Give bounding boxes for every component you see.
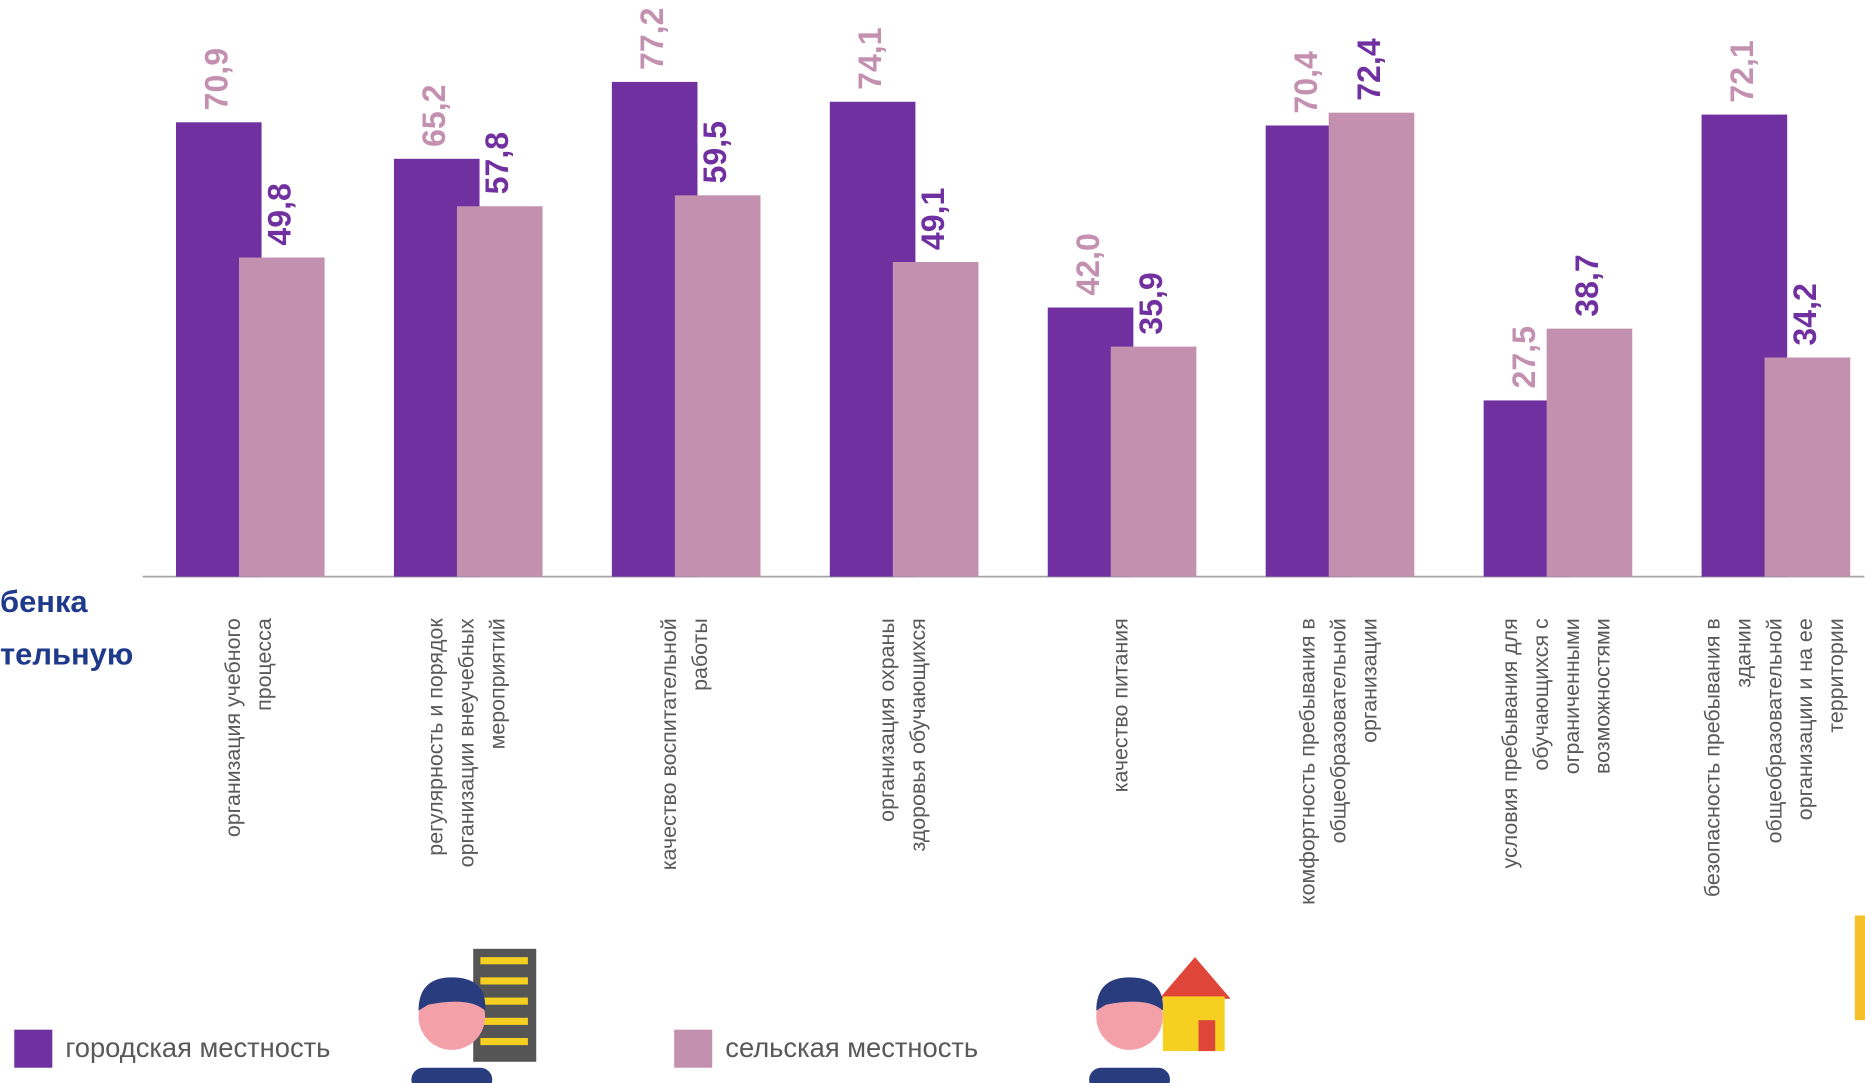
x-tick-label-line: обучающихся с bbox=[1529, 618, 1553, 771]
x-tick-label-line: комфортность пребывания в bbox=[1295, 618, 1319, 905]
value-label: 65,2 bbox=[416, 84, 452, 146]
value-label: 72,1 bbox=[1724, 40, 1760, 102]
legend-label: сельская местность bbox=[725, 1032, 978, 1063]
x-tick-label: качество воспитательной работы bbox=[657, 618, 712, 870]
value-label: 49,1 bbox=[915, 188, 951, 250]
x-tick-label-line: условия пребывания для bbox=[1498, 618, 1522, 868]
x-tick-label: организация охраны здоровья обучающихся bbox=[875, 618, 930, 851]
village-icon bbox=[1089, 957, 1230, 1083]
value-label: 74,1 bbox=[852, 27, 888, 89]
x-tick-label-line: регулярность и порядок bbox=[423, 618, 447, 856]
legend-swatch bbox=[14, 1030, 52, 1068]
x-tick-label-line: организации и на ее bbox=[1793, 618, 1817, 820]
x-tick-label-line: качество питания bbox=[1108, 618, 1132, 792]
accent-bar bbox=[1855, 916, 1865, 1021]
x-tick-label: безопасность пребывания в здании общеобраз… bbox=[1700, 618, 1848, 897]
value-label: 70,9 bbox=[198, 48, 234, 110]
x-tick-label-line: организации внеучебных bbox=[454, 618, 478, 867]
x-tick-label-line: организация охраны bbox=[875, 618, 899, 822]
bar bbox=[1765, 357, 1851, 576]
x-tick-label-line: ограниченными bbox=[1559, 618, 1583, 774]
x-tick-label-line: работы bbox=[688, 618, 712, 691]
value-label: 49,8 bbox=[261, 183, 297, 245]
x-tick-label-line: процесса bbox=[252, 618, 276, 711]
bar bbox=[1111, 347, 1197, 577]
bar bbox=[675, 195, 761, 576]
value-label: 34,2 bbox=[1787, 283, 1823, 345]
x-tick-label: регулярность и порядок организации внеуче… bbox=[423, 618, 509, 868]
value-label: 35,9 bbox=[1133, 272, 1169, 334]
x-tick-label-line: организация учебного bbox=[221, 618, 245, 837]
chart: бенка тельную 70,9 49,8 организация учебно… bbox=[0, 0, 1865, 1083]
x-tick-label-line: качество воспитательной bbox=[657, 618, 681, 870]
value-label: 59,5 bbox=[697, 121, 733, 183]
side-text: тельную bbox=[0, 636, 133, 671]
value-label: 27,5 bbox=[1506, 326, 1542, 388]
chart-area: бенка тельную 70,9 49,8 организация учебно… bbox=[0, 8, 1865, 1083]
x-tick-label-line: территории bbox=[1824, 618, 1848, 732]
value-label: 57,8 bbox=[479, 132, 515, 194]
city-icon bbox=[411, 949, 536, 1083]
x-tick-label: комфортность пребывания в общеобразовател… bbox=[1295, 618, 1381, 905]
value-label: 70,4 bbox=[1288, 51, 1324, 114]
bar bbox=[1547, 329, 1633, 577]
value-label: 77,2 bbox=[634, 8, 670, 70]
x-tick-label-line: здоровья обучающихся bbox=[906, 618, 930, 851]
legend-label: городская местность bbox=[65, 1032, 330, 1063]
x-tick-label-line: безопасность пребывания в bbox=[1700, 618, 1724, 897]
bar bbox=[1329, 113, 1415, 577]
x-tick-label-line: организации bbox=[1357, 618, 1381, 743]
x-tick-label-line: возможностями bbox=[1590, 618, 1614, 774]
x-tick-label-line: общеобразовательной bbox=[1762, 618, 1786, 843]
value-label: 42,0 bbox=[1070, 233, 1106, 295]
value-label: 72,4 bbox=[1351, 38, 1387, 101]
x-tick-label: организация учебного процесса bbox=[221, 618, 276, 837]
bar bbox=[239, 258, 325, 577]
legend-swatch bbox=[674, 1030, 712, 1068]
x-tick-label-line: мероприятий bbox=[485, 618, 509, 749]
side-text: бенка bbox=[0, 584, 88, 619]
x-tick-label-line: здании bbox=[1731, 618, 1755, 687]
value-label: 38,7 bbox=[1569, 254, 1605, 316]
x-tick-label-line: общеобразовательной bbox=[1326, 618, 1350, 843]
x-tick-label: качество питания bbox=[1108, 618, 1132, 792]
bar bbox=[457, 206, 543, 576]
bar bbox=[893, 262, 979, 577]
page: {"chart_data": {"type": "bar", "categori… bbox=[0, 0, 1865, 1083]
